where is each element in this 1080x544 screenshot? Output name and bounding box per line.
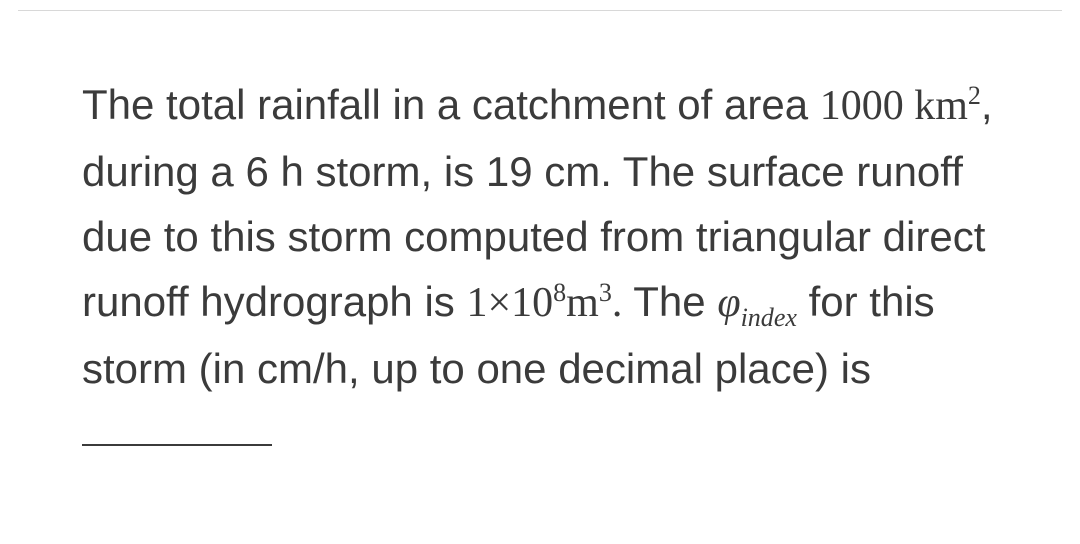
volume-base: 10: [511, 280, 553, 326]
area-value: 1000 km: [820, 83, 968, 129]
phi-index-symbol: φindex: [717, 280, 797, 326]
volume-unit-exponent: 3: [599, 278, 612, 307]
top-divider: [18, 10, 1062, 11]
answer-blank: [82, 444, 272, 446]
volume-period: .: [612, 280, 623, 326]
question-text: The total rainfall in a catchment of are…: [82, 72, 1010, 467]
area-exponent: 2: [968, 81, 981, 110]
volume-expression: 1×108m3.: [466, 280, 622, 326]
phi-char: φ: [717, 280, 740, 326]
phi-subscript: index: [741, 303, 797, 332]
text-part-3: The: [622, 278, 717, 325]
volume-unit-m: m: [566, 280, 599, 326]
text-part-1: The total rainfall in a catchment of are…: [82, 81, 820, 128]
volume-coeff: 1: [466, 280, 487, 326]
area-expression: 1000 km2: [820, 83, 981, 129]
volume-exponent: 8: [553, 278, 566, 307]
volume-times: ×: [487, 280, 511, 326]
